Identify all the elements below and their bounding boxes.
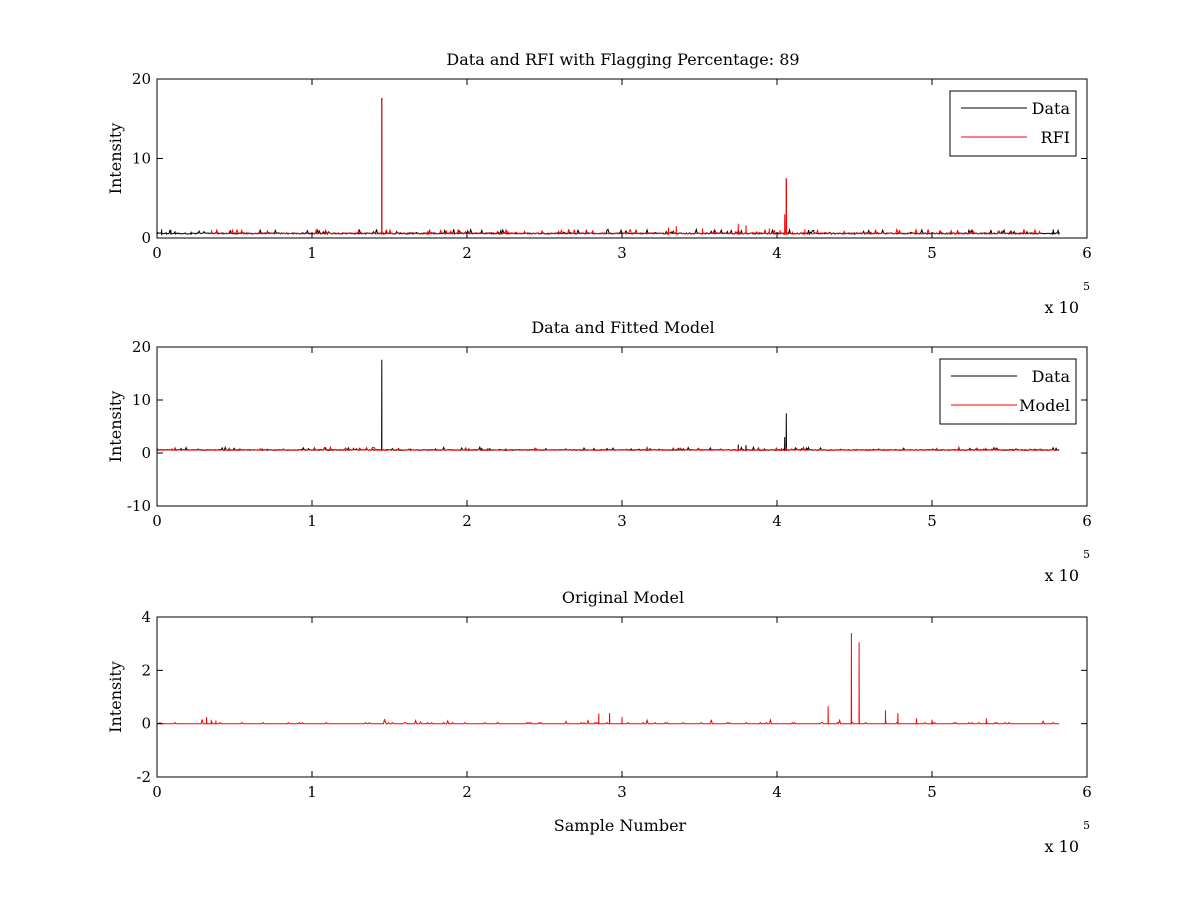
legend: Data Model bbox=[939, 358, 1077, 425]
y-tick-label: 10 bbox=[132, 150, 151, 168]
legend: Data RFI bbox=[949, 90, 1077, 157]
x-multiplier: x 10 bbox=[1045, 837, 1079, 856]
x-multiplier: x 10 bbox=[1045, 566, 1079, 585]
chart-title: Data and RFI with Flagging Percentage: 8… bbox=[446, 50, 799, 69]
x-tick-label: 4 bbox=[772, 512, 782, 530]
x-tick-label: 0 bbox=[152, 512, 162, 530]
y-tick-label: -2 bbox=[136, 768, 151, 786]
y-tick-label: 0 bbox=[141, 715, 151, 733]
x-tick-label: 5 bbox=[927, 244, 937, 262]
series-line-model bbox=[157, 632, 1060, 726]
y-tick-label: 10 bbox=[132, 391, 151, 409]
legend-label: Model bbox=[1019, 396, 1070, 415]
x-tick-label: 2 bbox=[462, 512, 472, 530]
legend-label: RFI bbox=[1041, 128, 1070, 147]
series-line-rfi bbox=[210, 98, 1041, 236]
y-tick-label: 2 bbox=[141, 661, 151, 679]
x-tick-label: 5 bbox=[927, 512, 937, 530]
x-tick-label: 4 bbox=[772, 783, 782, 801]
chart-title: Data and Fitted Model bbox=[531, 318, 714, 337]
y-tick-label: 0 bbox=[141, 229, 151, 247]
x-tick-label: 0 bbox=[152, 783, 162, 801]
x-tick-label: 6 bbox=[1082, 783, 1092, 801]
subplot-1: 0 1 2 3 4 5 6 0 10 20 Data and RFI with Flagging P… bbox=[106, 50, 1092, 317]
x-tick-label: 2 bbox=[462, 783, 472, 801]
legend-label: Data bbox=[1032, 367, 1071, 386]
legend-box bbox=[939, 358, 1077, 425]
chart-title: Original Model bbox=[562, 588, 684, 607]
series-line-model bbox=[157, 445, 1060, 452]
legend-label: Data bbox=[1032, 99, 1071, 118]
y-axis-label: Intensity bbox=[106, 391, 125, 463]
x-tick-label: 1 bbox=[307, 783, 317, 801]
x-axis-label: Sample Number bbox=[554, 816, 687, 835]
x-tick-label: 5 bbox=[927, 783, 937, 801]
x-tick-label: 3 bbox=[617, 512, 627, 530]
x-tick-label: 3 bbox=[617, 244, 627, 262]
legend-box bbox=[949, 90, 1077, 157]
x-tick-label: 0 bbox=[152, 244, 162, 262]
y-tick-label: 20 bbox=[132, 338, 151, 356]
x-multiplier-exponent: 5 bbox=[1083, 280, 1090, 293]
x-tick-label: 1 bbox=[307, 244, 317, 262]
x-tick-label: 6 bbox=[1082, 244, 1092, 262]
x-tick-label: 1 bbox=[307, 512, 317, 530]
y-tick-label: 20 bbox=[132, 70, 151, 88]
y-tick-label: 0 bbox=[141, 444, 151, 462]
y-tick-label: -10 bbox=[127, 497, 151, 515]
y-axis-label: Intensity bbox=[106, 661, 125, 733]
x-multiplier-exponent: 5 bbox=[1083, 548, 1090, 561]
x-tick-label: 3 bbox=[617, 783, 627, 801]
x-multiplier: x 10 bbox=[1045, 298, 1079, 317]
x-multiplier-exponent: 5 bbox=[1083, 819, 1090, 832]
y-axis-label: Intensity bbox=[106, 123, 125, 195]
x-tick-label: 6 bbox=[1082, 512, 1092, 530]
x-tick-label: 4 bbox=[772, 244, 782, 262]
x-tick-label: 2 bbox=[462, 244, 472, 262]
y-tick-label: 4 bbox=[141, 608, 151, 626]
